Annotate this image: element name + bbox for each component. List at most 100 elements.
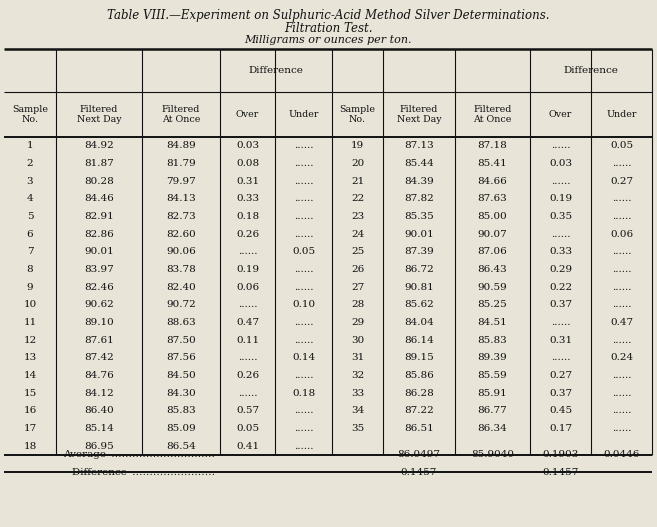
Text: Over: Over: [549, 110, 572, 119]
Text: 1: 1: [27, 141, 34, 150]
Text: 87.82: 87.82: [404, 194, 434, 203]
Text: ......: ......: [551, 230, 570, 239]
Text: 85.14: 85.14: [84, 424, 114, 433]
Text: 0.33: 0.33: [236, 194, 259, 203]
Text: 86.72: 86.72: [404, 265, 434, 274]
Text: 24: 24: [351, 230, 364, 239]
Text: Under: Under: [288, 110, 319, 119]
Text: 11: 11: [24, 318, 37, 327]
Text: ......: ......: [612, 424, 631, 433]
Text: 86.28: 86.28: [404, 389, 434, 398]
Text: 23: 23: [351, 212, 364, 221]
Text: 86.51: 86.51: [404, 424, 434, 433]
Text: 5: 5: [27, 212, 34, 221]
Text: 16: 16: [24, 406, 37, 415]
Text: ......: ......: [612, 336, 631, 345]
Text: 84.50: 84.50: [166, 371, 196, 380]
Text: ......: ......: [294, 442, 313, 451]
Text: ......: ......: [612, 282, 631, 291]
Text: Sample
No.: Sample No.: [12, 105, 48, 124]
Text: 84.66: 84.66: [478, 177, 507, 186]
Text: 0.05: 0.05: [292, 247, 315, 256]
Text: 87.39: 87.39: [404, 247, 434, 256]
Text: 85.09: 85.09: [166, 424, 196, 433]
Text: 87.63: 87.63: [478, 194, 507, 203]
Text: ......: ......: [612, 265, 631, 274]
Text: 0.41: 0.41: [236, 442, 259, 451]
Text: 85.86: 85.86: [404, 371, 434, 380]
Text: 84.12: 84.12: [84, 389, 114, 398]
Text: Over: Over: [236, 110, 259, 119]
Text: 87.56: 87.56: [166, 353, 196, 363]
Text: 6: 6: [27, 230, 34, 239]
Text: 82.40: 82.40: [166, 282, 196, 291]
Text: 82.73: 82.73: [166, 212, 196, 221]
Text: 0.27: 0.27: [610, 177, 633, 186]
Text: 82.91: 82.91: [84, 212, 114, 221]
Text: 87.50: 87.50: [166, 336, 196, 345]
Text: ......: ......: [238, 247, 258, 256]
Text: 0.31: 0.31: [236, 177, 259, 186]
Text: 0.1457: 0.1457: [401, 468, 437, 477]
Text: 85.41: 85.41: [478, 159, 507, 168]
Text: 90.81: 90.81: [404, 282, 434, 291]
Text: Difference: Difference: [564, 66, 618, 75]
Text: 0.03: 0.03: [549, 159, 572, 168]
Text: 31: 31: [351, 353, 364, 363]
Text: 87.13: 87.13: [404, 141, 434, 150]
Text: 7: 7: [27, 247, 34, 256]
Text: 0.14: 0.14: [292, 353, 315, 363]
Text: 0.11: 0.11: [236, 336, 259, 345]
Text: ......: ......: [294, 336, 313, 345]
Text: 0.29: 0.29: [549, 265, 572, 274]
Text: ......: ......: [612, 406, 631, 415]
Text: ......: ......: [294, 177, 313, 186]
Text: 90.01: 90.01: [404, 230, 434, 239]
Text: 0.18: 0.18: [292, 389, 315, 398]
Text: 85.00: 85.00: [478, 212, 507, 221]
Text: ......: ......: [612, 194, 631, 203]
Text: 13: 13: [24, 353, 37, 363]
Text: 17: 17: [24, 424, 37, 433]
Text: 14: 14: [24, 371, 37, 380]
Text: 29: 29: [351, 318, 364, 327]
Text: 87.22: 87.22: [404, 406, 434, 415]
Text: 86.0497: 86.0497: [397, 450, 440, 459]
Text: 90.07: 90.07: [478, 230, 507, 239]
Text: 0.03: 0.03: [236, 141, 259, 150]
Text: 28: 28: [351, 300, 364, 309]
Text: Under: Under: [606, 110, 637, 119]
Text: 19: 19: [351, 141, 364, 150]
Text: 0.45: 0.45: [549, 406, 572, 415]
Text: 15: 15: [24, 389, 37, 398]
Text: ......: ......: [294, 141, 313, 150]
Text: 0.18: 0.18: [236, 212, 259, 221]
Text: 81.79: 81.79: [166, 159, 196, 168]
Text: 3: 3: [27, 177, 34, 186]
Text: 0.22: 0.22: [549, 282, 572, 291]
Text: 0.31: 0.31: [549, 336, 572, 345]
Text: ......: ......: [294, 230, 313, 239]
Text: ......: ......: [294, 212, 313, 221]
Text: 0.17: 0.17: [549, 424, 572, 433]
Text: ......: ......: [612, 247, 631, 256]
Text: 0.33: 0.33: [549, 247, 572, 256]
Text: ......: ......: [294, 282, 313, 291]
Text: Filtered
Next Day: Filtered Next Day: [77, 105, 122, 124]
Text: ......: ......: [551, 318, 570, 327]
Text: 0.1903: 0.1903: [542, 450, 579, 459]
Text: 2: 2: [27, 159, 34, 168]
Text: 0.35: 0.35: [549, 212, 572, 221]
Text: 84.51: 84.51: [478, 318, 507, 327]
Text: ......: ......: [238, 353, 258, 363]
Text: 82.46: 82.46: [84, 282, 114, 291]
Text: 86.43: 86.43: [478, 265, 507, 274]
Text: 90.06: 90.06: [166, 247, 196, 256]
Text: 0.0446: 0.0446: [603, 450, 640, 459]
Text: 86.40: 86.40: [84, 406, 114, 415]
Text: 89.10: 89.10: [84, 318, 114, 327]
Text: Sample
No.: Sample No.: [340, 105, 376, 124]
Text: 18: 18: [24, 442, 37, 451]
Text: 85.9040: 85.9040: [471, 450, 514, 459]
Text: 0.26: 0.26: [236, 371, 259, 380]
